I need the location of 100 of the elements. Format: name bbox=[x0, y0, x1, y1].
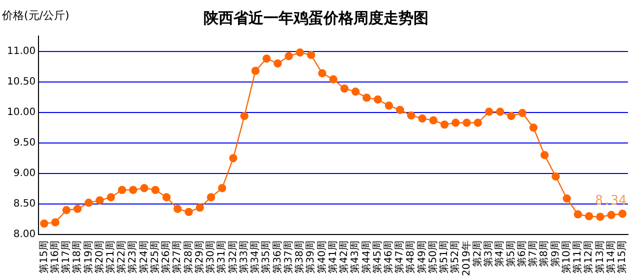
point bbox=[284, 52, 293, 60]
point bbox=[162, 193, 171, 202]
point bbox=[452, 118, 460, 127]
x-tick-label: 第47周 bbox=[394, 240, 406, 274]
x-tick-label: 第11周 bbox=[572, 240, 584, 274]
point bbox=[574, 210, 582, 218]
x-tick-label: 第22周 bbox=[116, 240, 128, 274]
point bbox=[507, 112, 516, 120]
point bbox=[496, 108, 504, 116]
x-tick-label: 第6周 bbox=[516, 240, 528, 267]
point bbox=[240, 112, 248, 120]
chart-title: 陕西省近一年鸡蛋价格周度走势图 bbox=[204, 8, 428, 27]
x-tick-label: 第48周 bbox=[404, 240, 417, 274]
point bbox=[552, 172, 560, 181]
x-tick-label: 第42周 bbox=[338, 240, 350, 274]
x-tick-label: 第45周 bbox=[371, 240, 384, 274]
point bbox=[618, 210, 627, 218]
x-tick-label: 第34周 bbox=[249, 240, 262, 274]
point bbox=[229, 154, 238, 162]
point bbox=[418, 114, 426, 123]
x-tick-label: 第24周 bbox=[138, 240, 150, 274]
x-tick-label: 第10周 bbox=[560, 240, 572, 274]
point bbox=[407, 111, 416, 120]
point bbox=[596, 212, 604, 221]
x-tick-label: 第21周 bbox=[104, 240, 117, 274]
x-tick-label: 第2周 bbox=[471, 240, 484, 267]
point bbox=[73, 204, 82, 213]
point bbox=[529, 124, 538, 132]
y-tick-label: 8.50 bbox=[13, 198, 36, 210]
point bbox=[318, 69, 326, 78]
x-tick-label: 第28周 bbox=[182, 240, 194, 274]
point bbox=[196, 204, 204, 212]
point bbox=[306, 50, 316, 60]
y-tick-label: 10.00 bbox=[6, 106, 36, 118]
x-tick-label: 第43周 bbox=[349, 240, 362, 274]
x-tick-label: 第37周 bbox=[282, 240, 294, 274]
point bbox=[396, 106, 404, 114]
x-tick-label: 第33周 bbox=[238, 240, 250, 274]
x-tick-label: 第15周 bbox=[616, 240, 628, 274]
point bbox=[206, 193, 216, 202]
y-tick-label: 10.50 bbox=[6, 76, 36, 88]
x-tick-label: 第51周 bbox=[438, 240, 450, 274]
x-tick-label: 第26周 bbox=[160, 240, 172, 274]
point bbox=[340, 84, 349, 93]
point bbox=[151, 186, 160, 194]
point bbox=[140, 184, 148, 192]
point bbox=[218, 184, 226, 192]
point bbox=[540, 151, 549, 160]
x-tick-label: 第15周 bbox=[38, 240, 50, 274]
point bbox=[484, 108, 494, 116]
x-tick-label: 第13周 bbox=[594, 240, 606, 274]
point bbox=[362, 94, 371, 102]
x-tick-label: 第3周 bbox=[482, 240, 495, 267]
x-tick-label: 第40周 bbox=[316, 240, 328, 274]
x-tick-label: 第4周 bbox=[494, 240, 506, 267]
x-tick-label: 第9周 bbox=[549, 240, 562, 267]
point bbox=[462, 118, 471, 127]
point bbox=[51, 218, 60, 226]
point bbox=[96, 196, 104, 204]
x-tick-label: 第49周 bbox=[416, 240, 428, 274]
y-tick-label: 11.00 bbox=[6, 46, 36, 57]
x-tick-label: 第31周 bbox=[216, 240, 228, 274]
x-tick-label: 第44周 bbox=[360, 240, 372, 274]
point bbox=[118, 186, 126, 194]
x-tick-label: 第7周 bbox=[527, 240, 540, 267]
point bbox=[262, 54, 271, 63]
point bbox=[562, 194, 571, 203]
point bbox=[351, 87, 360, 96]
point bbox=[584, 212, 594, 220]
x-tick-label: 第25周 bbox=[148, 240, 161, 274]
x-tick-label: 第35周 bbox=[260, 240, 272, 274]
x-tick-label: 第20周 bbox=[93, 240, 106, 274]
y-tick-label: 9.50 bbox=[13, 138, 36, 149]
x-tick-label: 第30周 bbox=[204, 240, 217, 274]
x-tick-label: 第17周 bbox=[60, 240, 72, 274]
x-tick-label: 第50周 bbox=[426, 240, 439, 274]
point bbox=[607, 210, 616, 220]
point bbox=[474, 118, 482, 127]
x-tick-label: 第12周 bbox=[582, 240, 595, 274]
y-axis-title: 价格(元/公斤) bbox=[2, 8, 70, 23]
point bbox=[40, 219, 48, 228]
x-tick-label: 2019年 bbox=[460, 240, 472, 276]
x-tick-label: 第5周 bbox=[504, 240, 517, 267]
x-tick-label: 第14周 bbox=[604, 240, 617, 274]
y-tick-label: 9.00 bbox=[13, 168, 36, 180]
point bbox=[518, 108, 526, 118]
x-tick-label: 第16周 bbox=[48, 240, 61, 274]
x-tick-label: 第27周 bbox=[171, 240, 184, 274]
x-tick-label: 第39周 bbox=[304, 240, 317, 274]
x-tick-label: 第29周 bbox=[193, 240, 206, 274]
point bbox=[62, 206, 71, 214]
point bbox=[296, 48, 304, 57]
point bbox=[274, 59, 282, 68]
point bbox=[84, 198, 93, 207]
x-tick-label: 第23周 bbox=[126, 240, 139, 274]
point bbox=[251, 66, 260, 75]
point bbox=[440, 120, 449, 129]
x-tick-label: 第46周 bbox=[382, 240, 395, 274]
point bbox=[174, 204, 182, 213]
x-tick-label: 第38周 bbox=[294, 240, 306, 274]
